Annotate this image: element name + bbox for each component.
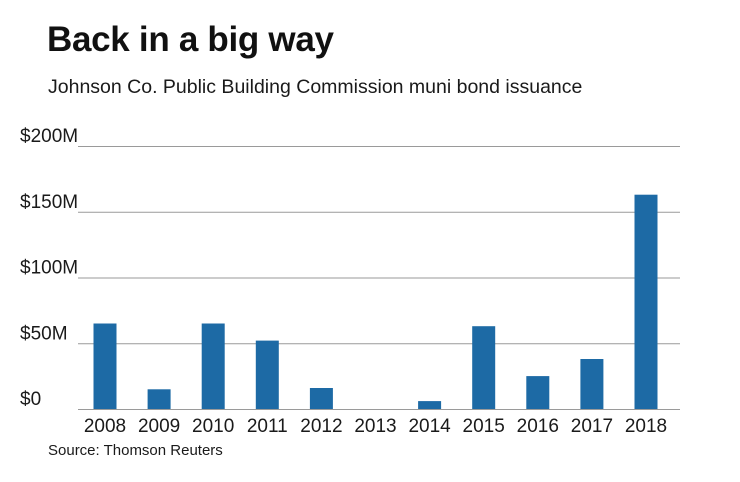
x-tick-label: 2015 xyxy=(463,416,505,437)
bar-2016 xyxy=(526,376,550,409)
bar-2017 xyxy=(580,359,604,409)
x-tick-label: 2008 xyxy=(84,416,126,437)
x-tick-label: 2018 xyxy=(625,416,667,437)
bar-2018 xyxy=(634,194,658,409)
x-tick-label: 2013 xyxy=(354,416,396,437)
bar-2009 xyxy=(147,389,171,409)
bar-2012 xyxy=(309,388,333,409)
x-tick-label: 2017 xyxy=(571,416,613,437)
bars xyxy=(93,194,658,409)
x-tick-label: 2016 xyxy=(517,416,559,437)
y-tick-label: $100M xyxy=(20,258,78,279)
chart-title: Back in a big way xyxy=(47,20,334,59)
y-tick-label: $200M xyxy=(20,126,78,147)
y-tick-label: $150M xyxy=(20,192,78,213)
bar-2010 xyxy=(201,323,225,409)
bar-2011 xyxy=(255,340,279,409)
y-tick-label: $0 xyxy=(20,389,41,410)
y-axis-tick-labels: $0 $50M $100M $150M $200M xyxy=(20,126,78,410)
gridlines xyxy=(78,146,680,410)
x-tick-label: 2011 xyxy=(247,416,288,437)
x-tick-label: 2009 xyxy=(138,416,180,437)
chart-subtitle: Johnson Co. Public Building Commission m… xyxy=(48,76,583,98)
bar-2014 xyxy=(418,401,442,409)
x-tick-label: 2012 xyxy=(300,416,342,437)
bar-2008 xyxy=(93,323,117,409)
x-tick-label: 2010 xyxy=(192,416,234,437)
x-axis-tick-labels: 2008 2009 2010 2011 2012 2013 2014 2015 2016 2017… xyxy=(84,416,667,437)
bar-2015 xyxy=(472,326,496,409)
x-tick-label: 2014 xyxy=(408,416,451,437)
y-tick-label: $50M xyxy=(20,323,68,344)
source-note: Source: Thomson Reuters xyxy=(48,442,223,459)
